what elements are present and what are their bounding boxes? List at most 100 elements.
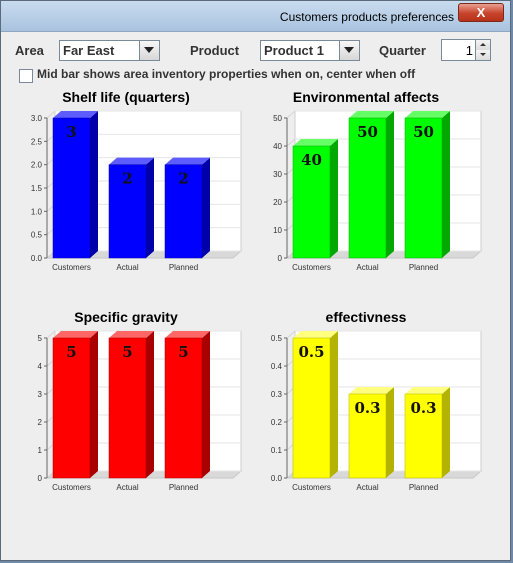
quarter-spinner[interactable]: 1 (441, 39, 491, 61)
bar-value-label: 0.3 (354, 399, 380, 417)
mid-bar-checkbox-label: Mid bar shows area inventory properties … (37, 67, 416, 81)
bar-actual (348, 117, 387, 259)
bar-top (165, 331, 210, 338)
bar-value-label: 5 (66, 343, 76, 361)
y-tick-label: 0.1 (271, 446, 283, 455)
bar-top (109, 331, 154, 338)
bar-side (442, 111, 450, 258)
bar-value-label: 40 (301, 151, 322, 169)
close-button[interactable]: X (458, 3, 504, 22)
bar-value-label: 5 (178, 343, 188, 361)
y-tick-label: 2.5 (31, 137, 43, 146)
y-tick-label: 40 (273, 142, 282, 151)
bar-top (53, 331, 98, 338)
mid-bar-checkbox[interactable] (19, 69, 33, 83)
title-bar[interactable]: Customers products preferences X (1, 1, 510, 32)
bar-top (349, 111, 394, 118)
bar-planned (164, 337, 203, 479)
bar-side (386, 111, 394, 258)
y-tick-label: 30 (273, 170, 282, 179)
effectivness-title: effectivness (326, 309, 407, 325)
bar-top (405, 111, 450, 118)
y-tick-label: 3.0 (31, 114, 43, 123)
area-select[interactable]: Far East (59, 40, 160, 61)
y-tick-label: 5 (38, 334, 43, 343)
bar-actual (348, 393, 387, 479)
bar-actual (108, 337, 147, 479)
bar-actual (108, 164, 147, 259)
y-tick-label: 1.0 (31, 207, 43, 216)
bar-value-label: 3 (66, 123, 76, 141)
y-tick-label: 1 (38, 446, 43, 455)
y-tick-label: 0.2 (271, 418, 283, 427)
x-category-label: Planned (409, 483, 438, 492)
y-tick-label: 0.5 (271, 334, 283, 343)
spinner-down-icon[interactable] (475, 50, 490, 60)
window-title: Customers products preferences (279, 10, 454, 24)
y-tick-label: 0.0 (31, 254, 43, 263)
quarter-spinner-value: 1 (465, 43, 473, 58)
y-tick-label: 1.5 (31, 184, 43, 193)
y-tick-label: 2 (38, 418, 43, 427)
x-category-label: Actual (356, 263, 378, 272)
product-label: Product (190, 43, 240, 58)
content-panel: Area Far East Product Product 1 Quarter … (7, 32, 504, 554)
y-tick-label: 3 (38, 390, 43, 399)
specific-gravity-title: Specific gravity (74, 309, 178, 325)
x-category-label: Customers (52, 263, 91, 272)
bar-top (349, 387, 394, 394)
x-category-label: Customers (292, 263, 331, 272)
y-tick-label: 0.4 (271, 362, 283, 371)
bar-value-label: 2 (122, 170, 132, 188)
x-category-label: Actual (356, 483, 378, 492)
bar-top (293, 139, 338, 146)
area-label: Area (15, 43, 44, 58)
y-tick-label: 0 (278, 254, 283, 263)
chart-svg: Shelf life (quarters) 0.0 0.5 1.0 1.5 2.0 2.5 3… (31, 89, 243, 272)
bar-value-label: 50 (357, 123, 378, 141)
bar-value-label: 2 (178, 170, 188, 188)
bar-side (146, 157, 154, 258)
bar-side (202, 157, 210, 258)
bar-value-label: 0.5 (298, 343, 324, 361)
bar-side (90, 331, 98, 478)
bar-top (109, 157, 154, 165)
environmental-affects-title: Environmental affects (293, 89, 439, 105)
y-tick-label: 0.0 (271, 474, 283, 483)
bar-value-label: 0.3 (410, 399, 436, 417)
y-tick-label: 0.5 (31, 231, 43, 240)
bar-customers (52, 117, 91, 259)
y-tick-label: 10 (273, 226, 282, 235)
bar-side (90, 111, 98, 258)
bar-side (202, 331, 210, 478)
x-category-label: Planned (169, 263, 198, 272)
bar-top (293, 331, 338, 338)
bar-customers (292, 337, 331, 479)
x-category-label: Planned (169, 483, 198, 492)
bar-top (165, 157, 210, 165)
bar-side (330, 331, 338, 478)
product-select[interactable]: Product 1 (260, 40, 360, 61)
chevron-down-icon[interactable] (139, 41, 159, 60)
chart-svg: Environmental affects 0 10 20 30 40 50 40 Custom… (273, 89, 483, 272)
bar-value-label: 50 (413, 123, 434, 141)
bar-value-label: 5 (122, 343, 132, 361)
bar-side (330, 139, 338, 258)
quarter-label: Quarter (379, 43, 426, 58)
y-tick-label: 50 (273, 114, 282, 123)
effectivness-chart: effectivness 0.0 0.1 0.2 0.3 0.4 0.5 0.5 Custome… (261, 306, 491, 516)
y-tick-label: 20 (273, 198, 282, 207)
x-category-label: Planned (409, 263, 438, 272)
chart-svg: Specific gravity 0 1 2 3 4 5 5 Customers 5 Actual 5… (38, 309, 243, 492)
chart-svg: effectivness 0.0 0.1 0.2 0.3 0.4 0.5 0.5 Custome… (271, 309, 483, 492)
chevron-down-icon[interactable] (339, 41, 359, 60)
bar-top (53, 111, 98, 118)
bar-top (405, 387, 450, 394)
x-category-label: Actual (116, 263, 138, 272)
bar-planned (404, 393, 443, 479)
x-category-label: Customers (292, 483, 331, 492)
bar-customers (292, 145, 331, 259)
bar-side (386, 387, 394, 478)
environmental-affects-chart: Environmental affects 0 10 20 30 40 50 40 Custom… (261, 86, 491, 296)
